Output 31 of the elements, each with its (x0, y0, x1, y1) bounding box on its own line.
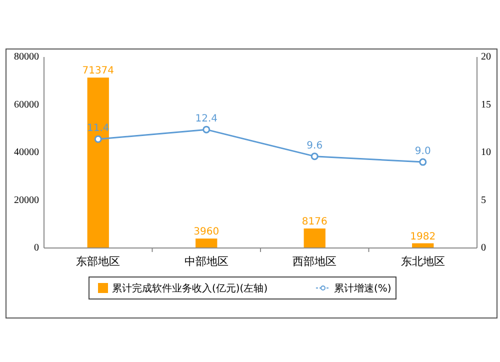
x-tick-label: 中部地区 (184, 255, 228, 268)
data-label: 71374 (82, 66, 114, 77)
data-label: 11.4 (86, 123, 110, 134)
y-tick-label: 60000 (14, 99, 39, 110)
y2-tick-label: 10 (481, 147, 491, 158)
data-label: 1982 (410, 231, 436, 242)
x-tick-label: 西部地区 (292, 255, 337, 268)
y-tick-label: 20000 (14, 194, 39, 206)
legend-label: 累计完成软件业务收入(亿元)(左轴) (112, 282, 268, 294)
y2-tick-label: 20 (481, 52, 491, 62)
data-label: 12.4 (195, 114, 218, 125)
point (94, 135, 102, 143)
bar (304, 228, 326, 248)
data-label: 9.6 (306, 140, 323, 152)
point (202, 126, 210, 134)
y2-tick-label: 0 (481, 242, 486, 254)
point (310, 152, 318, 160)
bar (196, 238, 218, 248)
point (419, 158, 427, 166)
data-label: 8176 (302, 216, 328, 228)
x-tick-label: 东部地区 (76, 255, 120, 268)
y-tick-label: 80000 (14, 52, 39, 62)
y-tick-label: 40000 (14, 147, 39, 158)
x-tick-label: 东北地区 (400, 255, 445, 268)
y2-tick-label: 5 (481, 194, 486, 206)
bar (87, 78, 109, 248)
legend-label: 累计增速(%) (334, 282, 392, 294)
data-label: 9.0 (414, 146, 431, 158)
y2-tick-label: 15 (481, 99, 491, 110)
data-label: 3960 (194, 226, 220, 238)
y-tick-label: 0 (34, 242, 39, 254)
